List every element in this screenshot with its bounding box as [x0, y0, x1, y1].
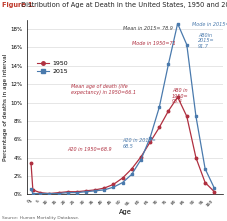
Y-axis label: Percentage of deaths in age interval: Percentage of deaths in age interval [2, 53, 7, 161]
Text: A20 in 2015=
68.5: A20 in 2015= 68.5 [122, 138, 156, 149]
Text: Mean age of death (life
expectancy) in 1950=66.1: Mean age of death (life expectancy) in 1… [71, 84, 136, 95]
Text: Mean in 2015= 78.9: Mean in 2015= 78.9 [122, 26, 172, 31]
Text: A20 in 1950=68.9: A20 in 1950=68.9 [67, 147, 112, 152]
Text: A80 in
1950=
93.4: A80 in 1950= 93.4 [171, 88, 188, 105]
Text: Source: Human Mortality Database.: Source: Human Mortality Database. [2, 216, 79, 220]
Text: Mode in 2015=87: Mode in 2015=87 [191, 22, 227, 27]
Text: Distribution of Age at Death in the United States, 1950 and 2015: Distribution of Age at Death in the Unit… [19, 2, 227, 8]
X-axis label: Age: Age [118, 209, 131, 215]
Text: Figure 1.: Figure 1. [2, 2, 35, 8]
Text: Mode in 1950=71: Mode in 1950=71 [131, 41, 175, 46]
Legend: 1950, 2015: 1950, 2015 [34, 58, 70, 77]
Text: A80in
2015=
91.7: A80in 2015= 91.7 [197, 33, 213, 49]
